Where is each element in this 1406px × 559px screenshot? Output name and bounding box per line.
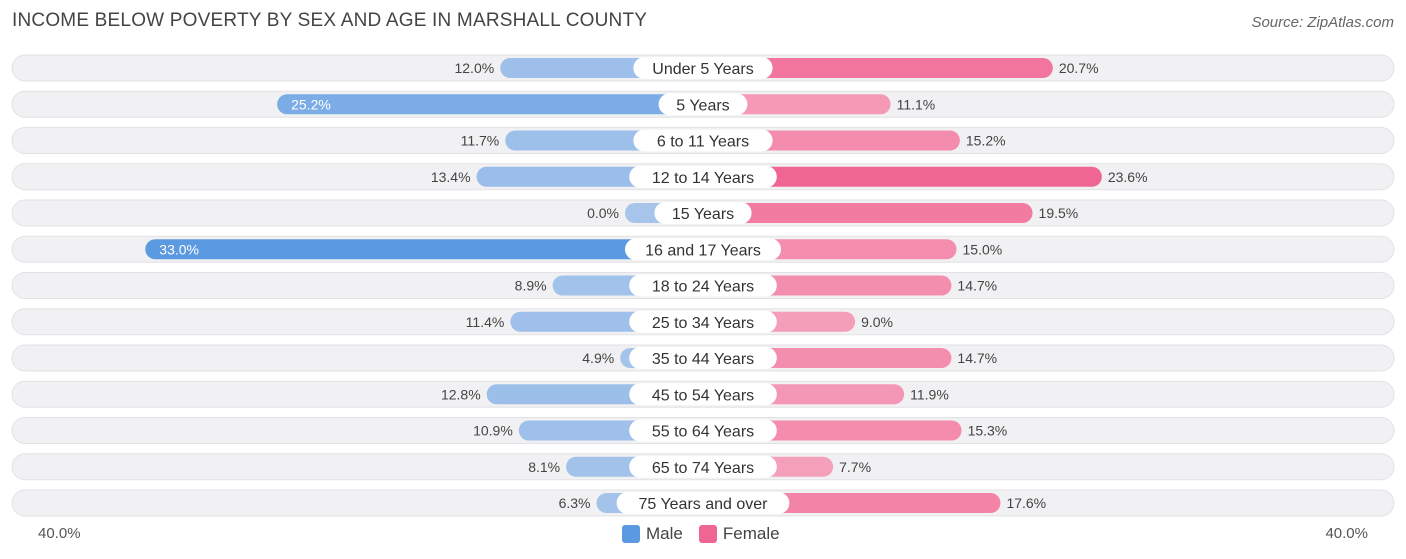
female-value-label: 15.3% (968, 423, 1008, 439)
category-pill (629, 455, 777, 478)
female-value-label: 11.1% (897, 96, 936, 112)
category-pill (629, 274, 777, 297)
male-bar (277, 94, 703, 115)
category-label: 35 to 44 Years (652, 351, 754, 368)
legend-male-swatch (622, 525, 640, 543)
male-value-label: 11.7% (461, 133, 500, 149)
female-value-label: 9.0% (861, 314, 893, 330)
female-value-label: 20.7% (1059, 60, 1099, 76)
chart-title: INCOME BELOW POVERTY BY SEX AND AGE IN M… (12, 10, 648, 31)
category-pill (629, 310, 777, 333)
female-bar (703, 203, 1033, 223)
category-pill (633, 57, 773, 79)
category-label: 5 Years (676, 97, 729, 114)
female-value-label: 23.6% (1108, 169, 1148, 185)
legend-female-label: Female (722, 524, 780, 543)
category-pill (629, 347, 777, 369)
category-pill (629, 419, 777, 442)
category-label: 15 Years (672, 206, 734, 223)
source-note: Source: ZipAtlas.com (1251, 14, 1394, 31)
axis-left-label: 40.0% (38, 525, 81, 542)
female-bar (703, 58, 1053, 78)
female-value-label: 14.7% (957, 278, 997, 294)
legend-female: Female (698, 524, 780, 544)
male-value-label: 8.1% (528, 459, 560, 475)
female-bar (703, 94, 891, 115)
female-value-label: 15.0% (963, 241, 1003, 257)
category-label: 75 Years and over (639, 496, 769, 513)
category-label: 12 to 14 Years (652, 170, 754, 187)
category-label: 25 to 34 Years (652, 315, 754, 332)
category-label: 45 to 54 Years (652, 387, 754, 404)
legend-male: Male (622, 524, 683, 544)
female-bar (703, 166, 1102, 187)
male-value-label: 25.2% (291, 96, 331, 112)
male-value-label: 10.9% (473, 423, 513, 439)
category-pill (629, 383, 777, 406)
male-value-label: 11.4% (466, 314, 505, 330)
male-value-label: 6.3% (559, 495, 591, 511)
male-value-label: 13.4% (431, 169, 471, 185)
male-value-label: 12.0% (454, 60, 494, 76)
category-pill (654, 202, 752, 224)
chart-canvas: 12.0% 20.7% Under 5 Years 25.2% 11.1% 5 Years… (11, 54, 1395, 517)
category-pill (629, 165, 777, 188)
legend-female-swatch (698, 525, 717, 543)
female-value-label: 7.7% (839, 459, 871, 475)
female-value-label: 11.9% (910, 386, 949, 402)
female-value-label: 15.2% (966, 133, 1006, 149)
category-pill (625, 238, 781, 261)
category-label: 65 to 74 Years (652, 460, 754, 477)
category-label: 55 to 64 Years (652, 424, 754, 441)
legend: Male Female (622, 524, 796, 544)
category-label: Under 5 Years (652, 61, 753, 78)
category-pill (658, 93, 748, 116)
category-label: 6 to 11 Years (657, 134, 749, 151)
male-value-label: 4.9% (582, 350, 614, 366)
female-value-label: 17.6% (1006, 495, 1046, 511)
female-value-label: 19.5% (1039, 205, 1079, 221)
axis-right-label: 40.0% (1325, 525, 1368, 542)
category-pill (633, 129, 773, 152)
category-pill (616, 492, 790, 514)
legend-male-label: Male (646, 524, 683, 543)
category-label: 18 to 24 Years (652, 279, 754, 296)
male-value-label: 12.8% (441, 386, 481, 402)
male-value-label: 33.0% (159, 241, 199, 257)
male-value-label: 0.0% (587, 205, 619, 221)
male-value-label: 8.9% (515, 278, 547, 294)
female-value-label: 14.7% (957, 350, 997, 366)
male-bar (145, 239, 704, 260)
category-label: 16 and 17 Years (645, 242, 761, 259)
